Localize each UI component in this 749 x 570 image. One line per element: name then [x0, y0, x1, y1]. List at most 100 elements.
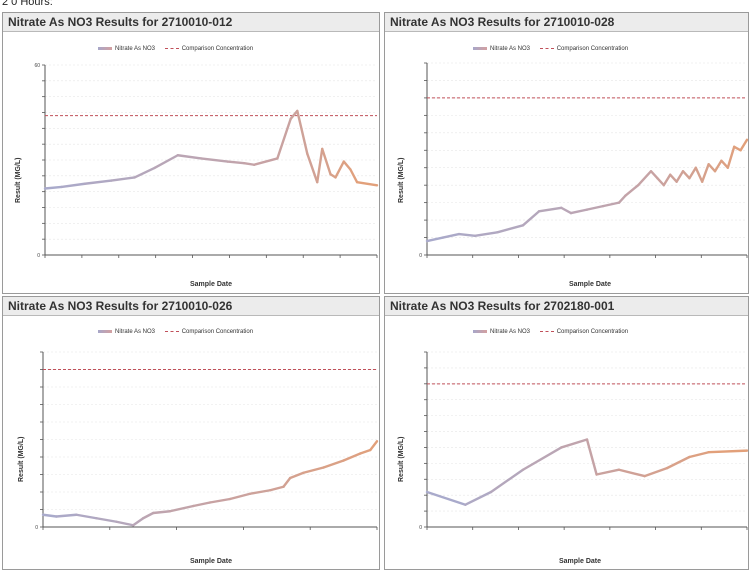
series-legend-label: Nitrate As NO3 [490, 46, 531, 52]
series-segment [342, 452, 362, 462]
series-segment [569, 208, 589, 215]
series-segment [152, 510, 172, 515]
series-segment [425, 236, 445, 243]
series-legend-label: Nitrate As NO3 [115, 46, 156, 52]
series-segment [688, 451, 710, 459]
series-segment [720, 159, 729, 169]
chart-legend: Nitrate As NO3 Comparison Concentration [473, 329, 628, 335]
series-segment [131, 517, 145, 527]
series-segment [688, 166, 697, 180]
series-segment [133, 166, 156, 179]
series-segment [192, 501, 212, 508]
series-segment [342, 160, 352, 171]
series-segment [268, 485, 285, 492]
series-segment [694, 166, 704, 183]
series-legend-swatch [473, 46, 487, 50]
chart-legend: Nitrate As NO3 Comparison Concentration [98, 46, 253, 52]
chart-legend: Nitrate As NO3 Comparison Concentration [98, 329, 253, 335]
series-segment [496, 224, 525, 234]
page-top-text: 2 0 Hours: [2, 0, 53, 8]
series-segment [248, 489, 272, 495]
series-segment [624, 183, 640, 197]
series-segment [473, 231, 499, 238]
series-segment [643, 466, 669, 478]
series-segment [355, 180, 379, 187]
series-segment [560, 206, 573, 215]
comparison-legend-swatch [164, 47, 179, 49]
series-segment [349, 168, 359, 184]
series-segment [585, 204, 605, 211]
series-segment [595, 468, 621, 476]
series-segment [226, 160, 246, 165]
series-segment [585, 438, 598, 476]
series-segment [43, 185, 63, 190]
series-segment [537, 206, 563, 213]
series-segment [153, 154, 180, 170]
series-legend-label: Nitrate As NO3 [490, 329, 531, 335]
series-segment [296, 109, 309, 155]
series-segment [656, 176, 665, 187]
series-segment [228, 492, 252, 501]
x-axis-label: Sample Date [189, 281, 233, 288]
series-segment [707, 163, 717, 173]
series-segment [464, 490, 493, 506]
series-segment [55, 513, 78, 518]
series-segment [662, 173, 672, 187]
series-segment [359, 448, 372, 455]
series-segment [617, 194, 627, 204]
chart-plot: 0 [35, 351, 379, 531]
chart-plot: 0 [419, 351, 748, 531]
chart-panel-1: Nitrate As NO3 Results for 2710010-012 N… [2, 12, 380, 294]
x-axis-label: Sample Date [189, 558, 233, 565]
series-segment [289, 109, 299, 121]
series-segment [457, 232, 477, 238]
series-segment [242, 161, 256, 166]
series-segment [617, 468, 646, 478]
series-segment [316, 147, 324, 184]
series-segment [369, 440, 379, 452]
x-axis-label: Sample Date [568, 281, 612, 288]
series-segment [739, 138, 748, 152]
chart-title: Nitrate As NO3 Results for 2710010-026 [3, 297, 379, 316]
series-segment [302, 466, 325, 474]
chart-plot: 0 60 [34, 63, 379, 259]
series-segment [176, 154, 203, 160]
y-tick-label: 0 [419, 253, 422, 259]
chart-title: Nitrate As NO3 Results for 2702180-001 [385, 297, 748, 316]
series-segment [707, 449, 748, 454]
series-segment [282, 476, 292, 488]
series-segment [675, 170, 685, 183]
series-segment [75, 513, 98, 520]
chart-panel-2: Nitrate As NO3 Results for 2710010-028 N… [384, 12, 749, 294]
series-legend-label: Nitrate As NO3 [115, 329, 156, 335]
chart-panel-3: Nitrate As NO3 Results for 2710010-026 N… [2, 296, 380, 570]
series-segment [601, 201, 621, 208]
comparison-legend-swatch [164, 330, 179, 332]
series-segment [441, 232, 461, 239]
series-legend-swatch [473, 329, 487, 333]
series-segment [669, 173, 678, 183]
series-segment [110, 176, 136, 182]
series-segment [649, 170, 659, 180]
comparison-legend-label: Comparison Concentration [181, 46, 254, 52]
series-segment [489, 468, 525, 494]
series-segment [665, 455, 691, 470]
series-segment [41, 513, 58, 518]
chart-legend: Nitrate As NO3 Comparison Concentration [473, 46, 628, 52]
series-segment [681, 170, 691, 180]
series-segment [521, 210, 541, 227]
series-legend-swatch [98, 46, 112, 50]
series-segment [322, 459, 345, 469]
x-axis-label: Sample Date [558, 558, 602, 565]
chart-title: Nitrate As NO3 Results for 2710010-012 [3, 13, 379, 32]
series-segment [288, 471, 305, 480]
series-segment [60, 182, 87, 189]
series-segment [636, 170, 653, 187]
series-segment [252, 157, 279, 166]
series-segment [334, 160, 345, 179]
chart-plot: 0 [419, 62, 748, 259]
series-segment [321, 147, 332, 176]
chart-panel-4: Nitrate As NO3 Results for 2702180-001 N… [384, 296, 749, 570]
comparison-legend-swatch [539, 47, 554, 49]
comparison-legend-label: Comparison Concentration [556, 46, 629, 52]
